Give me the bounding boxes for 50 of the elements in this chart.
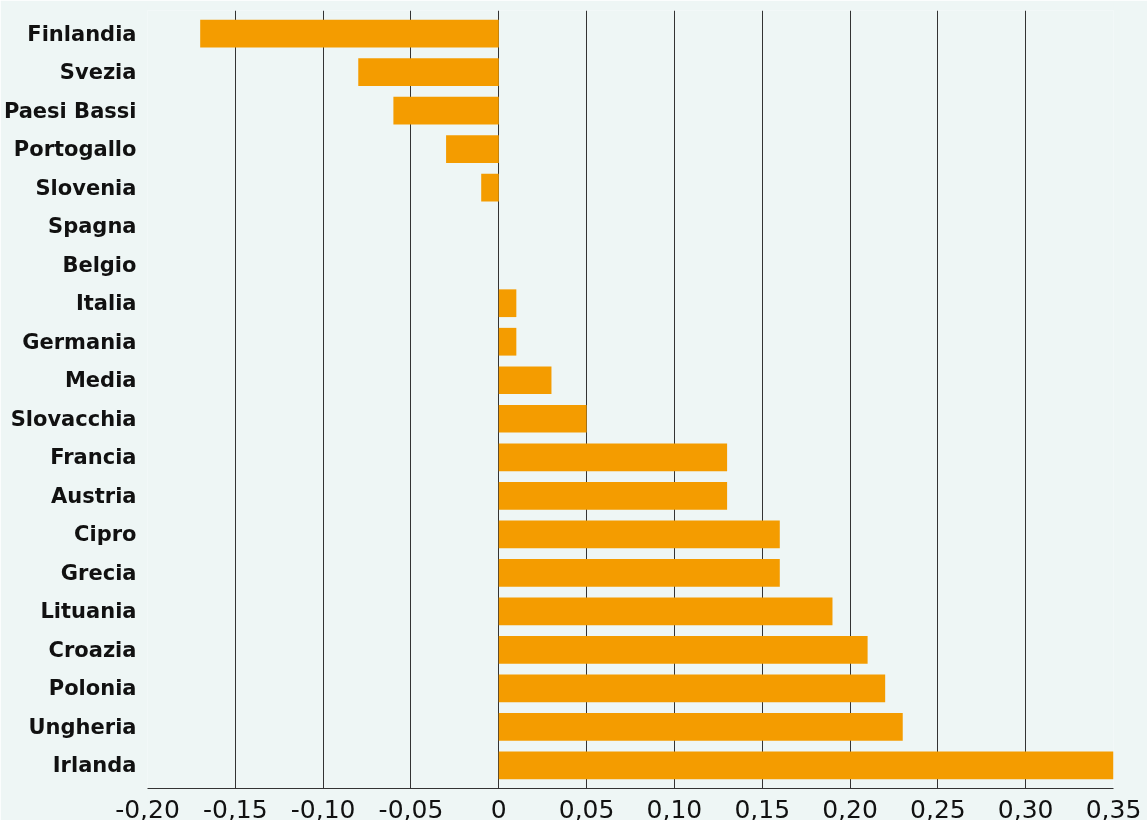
bar <box>498 597 833 626</box>
y-tick-label: Media <box>64 368 137 393</box>
bar <box>498 520 780 549</box>
x-tick-label: -0,20 <box>115 794 180 820</box>
bar <box>498 443 728 472</box>
y-tick-label: Polonia <box>48 676 137 701</box>
y-tick-label: Slovacchia <box>10 406 137 431</box>
y-tick-label: Paesi Bassi <box>3 98 137 123</box>
x-tick-label: 0 <box>490 794 507 820</box>
y-tick-label: Grecia <box>60 560 137 585</box>
y-tick-label: Francia <box>50 445 137 470</box>
bar <box>358 58 499 86</box>
y-tick-label: Croazia <box>48 637 137 662</box>
y-tick-label: Irlanda <box>52 753 137 778</box>
x-tick-label: 0,15 <box>734 794 791 820</box>
y-tick-label: Belgio <box>62 252 137 277</box>
bar <box>498 713 903 741</box>
x-tick-label: 0,20 <box>822 794 878 820</box>
x-tick-label: -0,15 <box>202 794 268 820</box>
y-tick-label: Ungheria <box>28 714 137 739</box>
bar <box>498 558 780 587</box>
y-tick-label: Slovenia <box>35 175 137 200</box>
bar <box>498 289 517 318</box>
bar <box>498 635 868 664</box>
bar <box>498 404 587 433</box>
y-tick-label: Portogallo <box>13 137 137 162</box>
y-tick-label: Finlandia <box>27 21 137 46</box>
y-tick-label: Germania <box>22 329 137 354</box>
bar <box>498 481 728 510</box>
x-tick-label: -0,05 <box>378 794 444 820</box>
x-tick-label: -0,10 <box>290 794 356 820</box>
bar <box>393 96 499 125</box>
y-tick-label: Cipro <box>74 522 137 547</box>
y-tick-label: Italia <box>75 291 137 316</box>
y-tick-label: Svezia <box>59 60 137 85</box>
y-tick-label: Austria <box>51 483 137 508</box>
bar <box>498 366 552 395</box>
x-tick-label: 0,30 <box>997 794 1054 820</box>
bar <box>446 135 499 164</box>
bar <box>498 751 1114 780</box>
x-tick-label: 0,05 <box>558 794 615 820</box>
x-tick-label: 0,35 <box>1085 794 1142 820</box>
x-tick-label: 0,10 <box>646 794 703 820</box>
bar <box>498 327 517 356</box>
y-tick-label: Spagna <box>48 214 137 239</box>
bar <box>200 19 499 48</box>
bar <box>498 674 886 703</box>
y-tick-label: Lituania <box>40 599 137 624</box>
bar <box>481 173 499 202</box>
x-tick-label: 0,25 <box>910 794 966 820</box>
